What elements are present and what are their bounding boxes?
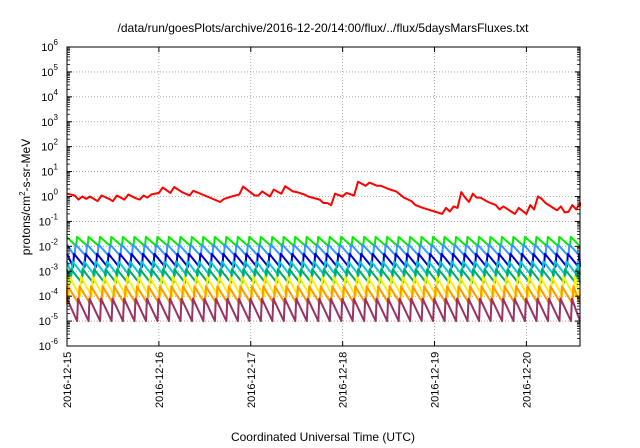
y-axis-label: protons/cm2-s-sr-MeV — [18, 139, 33, 255]
y-tick-label: 104 — [41, 88, 58, 104]
y-tick-label: 102 — [41, 138, 58, 154]
x-tick-label: 2016-12-16 — [154, 352, 166, 408]
y-tick-label: 101 — [41, 163, 58, 179]
series-group — [66, 180, 581, 323]
y-tick-label: 10-3 — [39, 262, 59, 278]
series-line — [66, 235, 581, 248]
y-tick-label: 10-2 — [39, 237, 59, 253]
y-tick-label: 105 — [41, 63, 58, 79]
series-line — [66, 180, 581, 215]
x-tick-label: 2016-12-17 — [246, 352, 258, 408]
x-tick-label: 2016-12-19 — [430, 352, 442, 408]
x-tick-label: 2016-12-18 — [338, 352, 350, 408]
y-tick-label: 103 — [41, 113, 58, 129]
chart-title: /data/run/goesPlots/archive/2016-12-20/1… — [118, 21, 530, 35]
x-axis: 2016-12-15 2016-12-16 2016-12-17 2016-12-18… — [62, 47, 533, 408]
x-tick-label: 2016-12-20 — [521, 352, 533, 408]
y-tick-label: 10-1 — [39, 212, 59, 228]
y-tick-label: 10-5 — [39, 312, 59, 328]
y-tick-label: 10-6 — [39, 337, 59, 353]
y-tick-label: 100 — [41, 188, 58, 204]
series-line — [66, 297, 581, 323]
y-tick-label: 10-4 — [39, 287, 59, 303]
y-tick-label: 106 — [41, 38, 58, 54]
y-axis: 10-6 10-5 10-4 10-3 10-2 10-1 100 101 102 103 104 1… — [39, 38, 580, 353]
x-axis-label: Coordinated Universal Time (UTC) — [231, 430, 415, 444]
x-tick-label: 2016-12-15 — [62, 352, 74, 408]
